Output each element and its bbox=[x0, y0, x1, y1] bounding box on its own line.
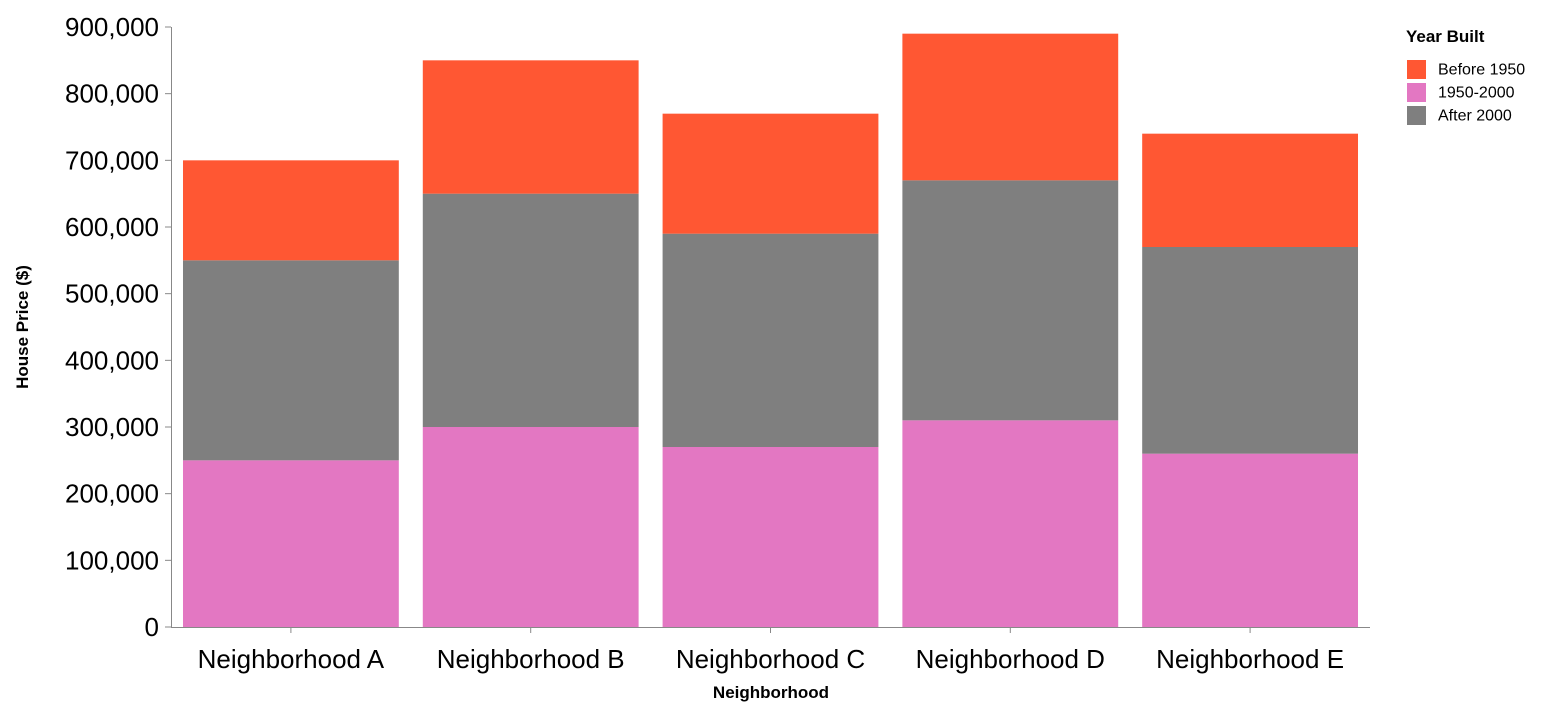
bar-segment bbox=[662, 113, 879, 234]
x-tick-label: Neighborhood D bbox=[916, 644, 1105, 674]
y-tick-label: 300,000 bbox=[65, 412, 159, 442]
x-tick-label: Neighborhood A bbox=[198, 644, 385, 674]
x-axis: Neighborhood A Neighborhood B Neighborhood… bbox=[171, 627, 1370, 674]
legend-swatch bbox=[1407, 106, 1426, 125]
legend-title: Year Built bbox=[1406, 27, 1485, 46]
x-tick-label: Neighborhood E bbox=[1156, 644, 1344, 674]
y-tick-label: 100,000 bbox=[65, 545, 159, 575]
bar-segment bbox=[422, 60, 639, 194]
y-tick-label: 200,000 bbox=[65, 479, 159, 509]
y-tick-label: 500,000 bbox=[65, 279, 159, 309]
bar-segment bbox=[902, 180, 1119, 421]
bar-segment bbox=[422, 427, 639, 627]
y-tick-label: 0 bbox=[145, 612, 159, 642]
bar-segment bbox=[902, 420, 1119, 627]
bar-segment bbox=[1142, 133, 1359, 247]
legend: Year Built Before 1950 1950-2000 After 200… bbox=[1406, 27, 1525, 125]
bar-segment bbox=[662, 447, 879, 627]
legend-label: After 2000 bbox=[1438, 108, 1512, 125]
bar-segment bbox=[1142, 453, 1359, 627]
x-tick-label: Neighborhood C bbox=[676, 644, 865, 674]
bars-layer bbox=[182, 33, 1359, 627]
legend-swatch bbox=[1407, 60, 1426, 79]
legend-swatch bbox=[1407, 83, 1426, 102]
bar-segment bbox=[902, 33, 1119, 181]
y-tick-label: 600,000 bbox=[65, 212, 159, 242]
x-tick-label: Neighborhood B bbox=[437, 644, 625, 674]
bar-segment bbox=[182, 160, 399, 261]
bar-segment bbox=[662, 233, 879, 447]
y-tick-label: 400,000 bbox=[65, 345, 159, 375]
y-tick-label: 700,000 bbox=[65, 145, 159, 175]
y-tick-label: 900,000 bbox=[65, 12, 159, 42]
bar-segment bbox=[182, 260, 399, 461]
x-axis-title: Neighborhood bbox=[713, 683, 829, 702]
legend-label: Before 1950 bbox=[1438, 62, 1525, 79]
bar-segment bbox=[422, 193, 639, 427]
bar-segment bbox=[1142, 247, 1359, 454]
y-axis-title: House Price ($) bbox=[13, 265, 32, 389]
bar-segment bbox=[182, 460, 399, 627]
legend-label: 1950-2000 bbox=[1438, 85, 1515, 102]
y-axis: 0 100,000 200,000 300,000 400,000 500,000 600,… bbox=[65, 12, 172, 642]
y-tick-label: 800,000 bbox=[65, 79, 159, 109]
